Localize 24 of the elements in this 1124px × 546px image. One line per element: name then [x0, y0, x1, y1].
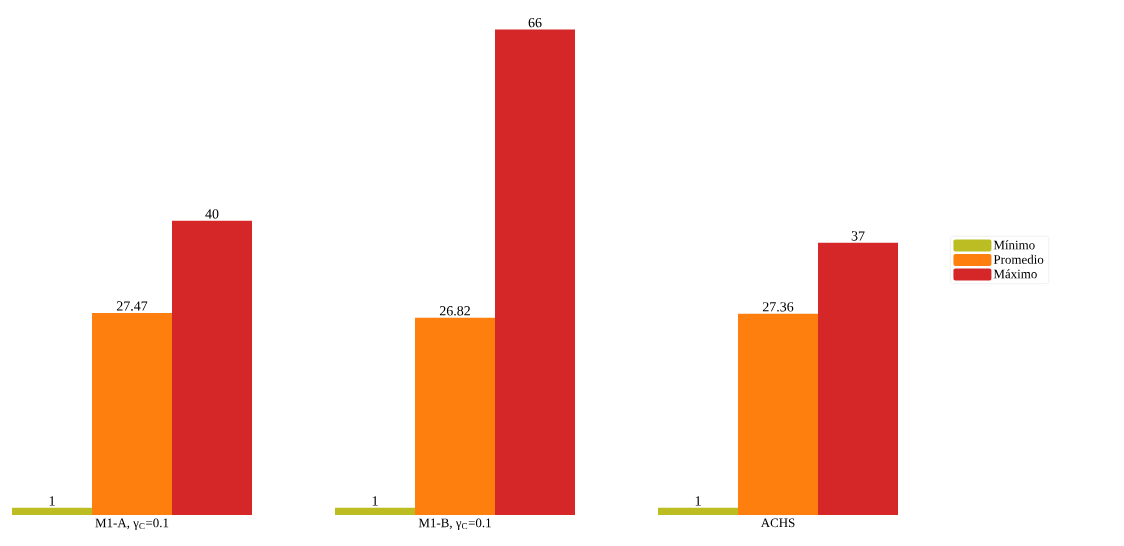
data-label: 1 — [49, 496, 55, 506]
legend-label: Máximo — [993, 269, 1037, 279]
data-label: 40 — [205, 209, 219, 219]
legend-label: Promedio — [993, 254, 1044, 264]
bar — [818, 242, 899, 515]
x-tick-label: ACHS — [760, 518, 795, 528]
bar — [12, 507, 92, 515]
data-label: 1 — [695, 496, 701, 506]
bar — [92, 312, 172, 515]
x-tick-label: M1-A, γ$_{C}$=0.1 — [95, 518, 169, 530]
data-label: 66 — [528, 18, 542, 28]
bar — [658, 507, 739, 515]
bar — [495, 29, 576, 515]
data-label: 26.82 — [439, 306, 470, 316]
bar — [172, 220, 252, 515]
legend-label: Mínimo — [993, 240, 1035, 250]
bar — [415, 317, 496, 515]
x-tick-label: M1-B, γ$_{C}$=0.1 — [418, 518, 491, 530]
bar — [335, 507, 415, 515]
data-label: 1 — [372, 496, 378, 506]
data-label: 37 — [851, 231, 865, 241]
data-label: 27.36 — [762, 302, 794, 312]
data-label: 27.47 — [116, 301, 148, 311]
bar — [738, 313, 819, 515]
